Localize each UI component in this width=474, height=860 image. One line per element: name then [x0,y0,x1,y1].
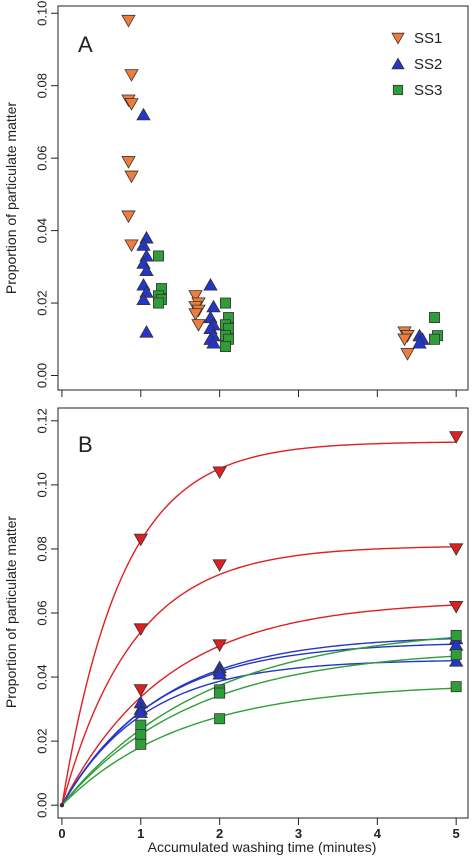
legend-label-ss1: SS1 [414,30,442,47]
panel-b-y-axis: 0.00 0.02 0.04 0.06 0.08 0.10 0.12 [35,408,58,818]
panel-b-fit-curve [61,636,457,806]
panel-a-y-tick-label: 0.06 [35,145,50,170]
panel-b-fit-curve [61,546,457,806]
panel-b-y-tick-label: 0.04 [35,664,50,689]
panel-b-fit-curve [61,655,457,806]
panel-b-x-label: Accumulated washing time (minutes) [148,839,377,855]
panel-a: A 0.00 0.02 0.04 0.06 0.08 0.10 Proportion of… [3,1,469,397]
panel-a-y-tick-label: 0.04 [35,218,50,243]
panel-b-y-tick-label: 0.12 [35,408,50,433]
panel-b-point [133,705,148,718]
panel-a-point-ss1 [124,239,139,253]
panel-a-point-ss2 [136,107,151,121]
panel-a-frame [57,5,469,391]
panel-a-point-ss2 [139,325,154,338]
panel-b-point [214,713,226,725]
panel-a-y-tick-label: 0.10 [35,1,50,26]
panel-a-point-ss2 [206,335,221,349]
legend-marker-ss1 [391,32,405,45]
panel-b-point [212,559,227,572]
panel-a-point-ss3 [153,250,164,262]
panel-a-point-ss1 [400,348,415,361]
panel-a-y-tick-label: 0.02 [35,290,50,315]
panel-b-x-axis: 0 1 2 3 4 5 [58,818,460,841]
panel-b-x-tick-label: 1 [137,826,144,841]
panel-b-point [448,600,464,614]
panel-a-point-ss2 [412,335,427,349]
panel-a-y-axis: 0.00 0.02 0.04 0.06 0.08 0.10 [35,1,58,388]
panel-a-points [121,14,443,361]
panel-b-point [214,687,226,699]
panel-b-point [448,654,464,667]
panel-a-point-ss1 [124,69,139,82]
panel-a-point-ss1 [124,170,139,184]
panel-b-point [450,681,462,693]
panel-b-point [133,623,148,636]
panel-a-point-ss1 [124,98,139,111]
panel-b: B 0.00 0.02 0.04 0.06 0.08 0.10 0.12 0 1 2 3 4 5 Pr… [3,407,469,855]
panel-a-point-ss1 [188,308,203,321]
panel-a-point-ss2 [206,299,221,313]
panel-a-point-ss2 [139,263,154,277]
panel-a-point-ss3 [220,341,231,352]
panel-b-x-tick-label: 0 [58,826,65,841]
panel-a-y-tick-label: 0.08 [35,73,50,98]
panel-b-y-tick-label: 0.10 [35,472,50,497]
panel-a-y-label: Proportion of particulate matter [3,102,19,295]
panel-b-point [133,684,148,697]
panel-b-x-tick-label: 2 [216,826,223,841]
panel-b-fit-curve [61,687,457,806]
panel-a-point-ss2 [136,292,151,306]
panel-a-point-ss1 [121,156,136,169]
legend-marker-ss3 [392,84,404,96]
panel-a-y-tick-label: 0.00 [35,363,50,388]
panel-a-legend: SS1 SS2 SS3 [391,30,442,99]
panel-a-point-ss3 [429,312,440,324]
panel-b-y-tick-label: 0.06 [35,600,50,625]
panel-a-point-ss1 [121,210,136,224]
panel-b-origin-point [59,802,65,808]
panel-b-point [450,629,462,641]
panel-b-y-tick-label: 0.08 [35,536,50,561]
panel-b-points [59,431,464,808]
legend-label-ss2: SS2 [414,56,442,73]
panel-a-point-ss3 [429,333,440,345]
panel-a-point-ss1 [121,14,136,28]
panel-b-x-tick-label: 3 [295,826,302,841]
panel-b-point [135,738,147,750]
panel-b-point [135,719,147,731]
panel-a-point-ss1 [188,290,203,303]
panel-a-x-ticks [61,390,457,397]
panel-b-y-tick-label: 0.00 [35,793,50,818]
panel-b-curves [61,441,457,806]
panel-a-letter: A [78,32,93,57]
panel-a-point-ss1 [397,333,412,347]
panel-b-x-tick-label: 4 [374,826,382,841]
panel-b-x-tick-label: 5 [453,826,460,841]
panel-b-fit-curve [61,604,457,806]
panel-b-point [448,543,464,556]
panel-b-point [133,533,148,547]
panel-b-fit-curve [61,643,457,806]
panel-a-point-ss1 [191,319,206,332]
panel-b-point [212,639,227,653]
panel-a-point-ss3 [153,297,164,309]
panel-b-point [450,649,462,661]
panel-b-y-label: Proportion of particulate matter [3,516,19,709]
panel-b-fit-curve [61,441,457,806]
panel-b-fit-curve [61,660,457,806]
panel-b-point [212,666,227,680]
panel-a-point-ss2 [203,277,218,291]
panel-b-y-tick-label: 0.02 [35,728,50,753]
panel-b-point [135,729,147,741]
legend-marker-ss2 [391,57,405,70]
panel-a-point-ss2 [136,238,151,251]
panel-b-point [212,466,227,480]
legend-label-ss3: SS3 [414,82,442,99]
panel-b-point [448,431,464,444]
panel-a-point-ss3 [220,297,231,309]
panel-b-letter: B [78,432,93,457]
